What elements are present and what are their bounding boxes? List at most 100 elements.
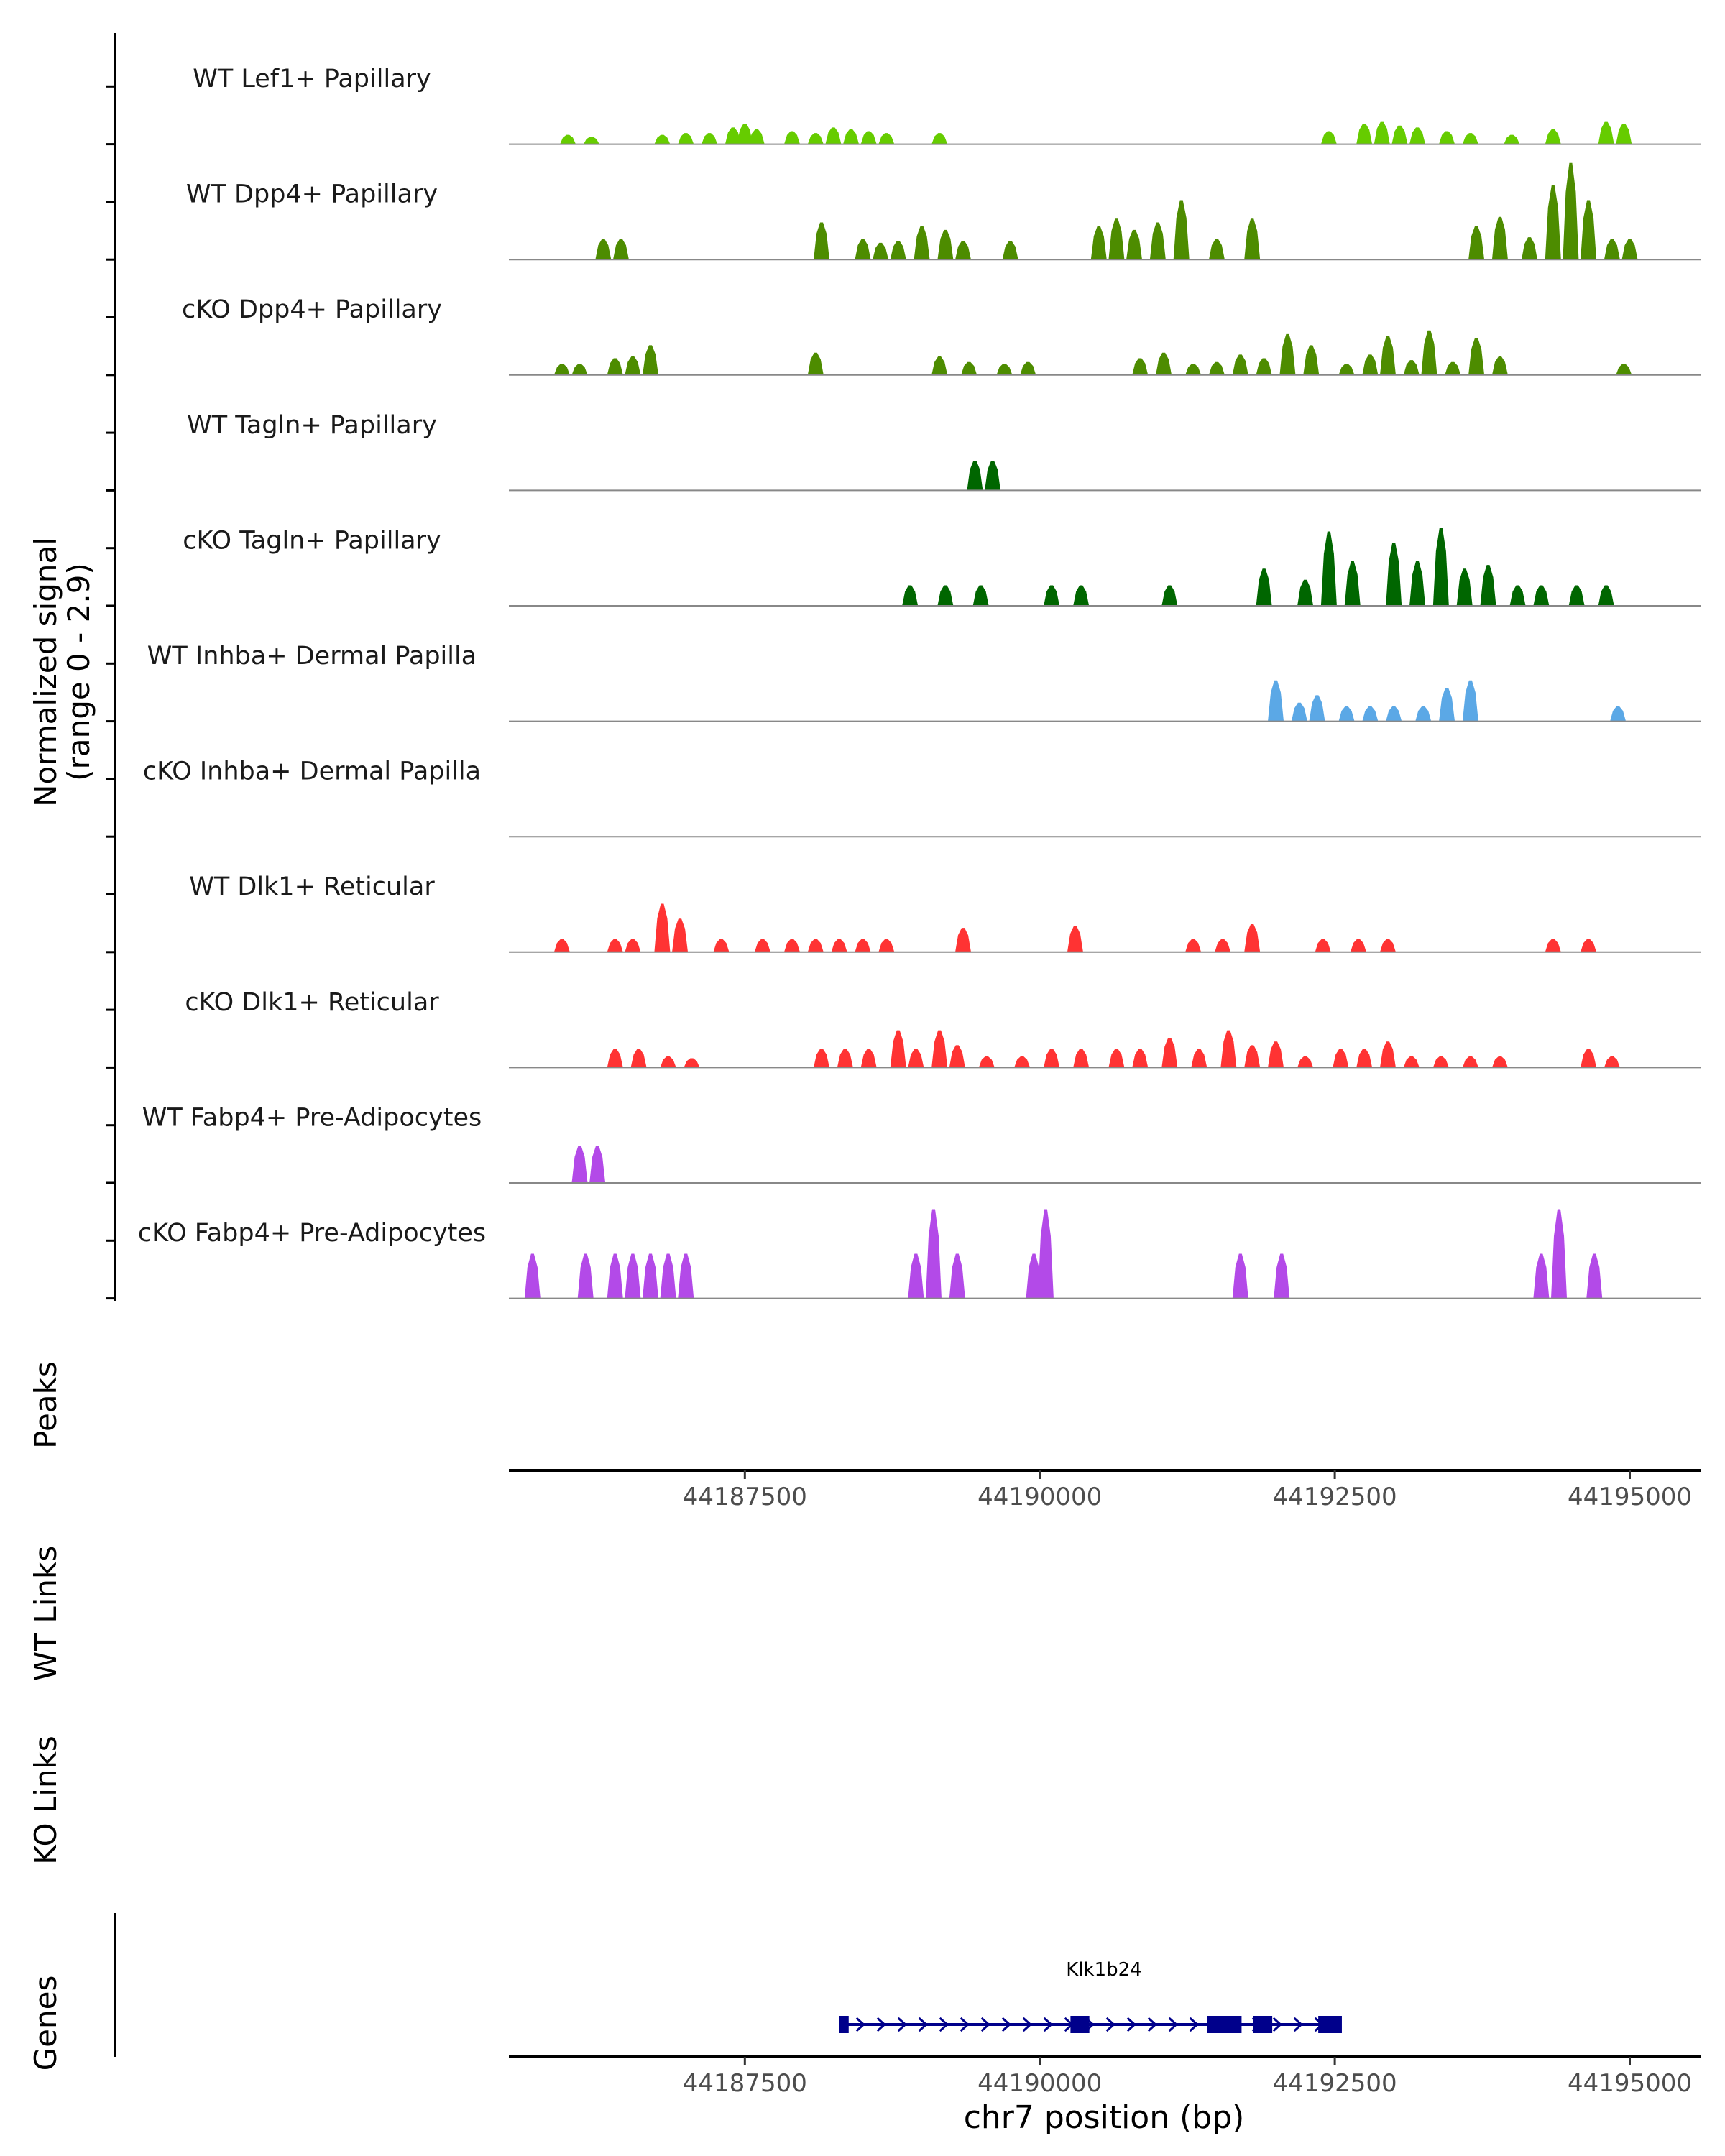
signal-peak (1215, 939, 1231, 952)
x-tick-label: 44187500 (683, 2069, 807, 2098)
signal-peak (1208, 239, 1225, 260)
track-cko-dpp4-papillary: cKO Dpp4+ Papillary (182, 295, 1701, 376)
signal-peak (589, 1146, 606, 1183)
signal-peak (1581, 1049, 1597, 1068)
signal-peak (932, 133, 948, 144)
signal-peak (754, 939, 770, 952)
x-tick-label: 44192500 (1273, 1483, 1397, 1511)
signal-peak (1598, 585, 1614, 606)
signal-peak (1356, 1049, 1373, 1068)
track-label: WT Fabp4+ Pre-Adipocytes (142, 1103, 482, 1132)
wt-links-panel-label: WT Links (28, 1546, 63, 1681)
signal-peak (1268, 1041, 1284, 1068)
track-label: WT Dpp4+ Papillary (186, 180, 438, 209)
signal-peak (878, 939, 895, 952)
signal-peak (1356, 124, 1373, 144)
track-wt-tagln-papillary: WT Tagln+ Papillary (187, 411, 1701, 492)
signal-peak (1403, 360, 1420, 375)
signal-peak (1581, 939, 1597, 952)
x-tick-label: 44195000 (1568, 2069, 1692, 2098)
signal-peak (1491, 356, 1508, 375)
signal-peak (1462, 680, 1478, 722)
strand-arrow (1147, 2017, 1157, 2032)
signal-peak (1421, 330, 1438, 375)
signal-peak (1244, 218, 1261, 260)
signal-peak (972, 585, 989, 606)
signal-peak (1149, 222, 1166, 260)
signal-peak (1020, 361, 1036, 375)
signal-peak (1002, 241, 1018, 260)
signal-peak (1232, 354, 1248, 375)
signal-peak (1568, 585, 1585, 606)
signal-peak (860, 131, 877, 144)
signal-peak (1604, 1056, 1620, 1068)
signal-peak (1208, 361, 1225, 375)
signal-peak (1545, 939, 1561, 952)
track-wt-fabp4-pre-adipocytes: WT Fabp4+ Pre-Adipocytes (142, 1103, 1701, 1184)
signal-peak (1403, 1056, 1420, 1068)
signal-peak (1409, 127, 1426, 144)
signal-peak (825, 127, 842, 144)
track-label: WT Inhba+ Dermal Papilla (147, 642, 477, 671)
signal-peak (985, 461, 1001, 491)
signal-peak (1044, 1049, 1060, 1068)
signal-peak (607, 939, 623, 952)
signal-peak (807, 133, 824, 144)
signal-peak (967, 461, 983, 491)
signal-peak (1338, 706, 1355, 722)
strand-arrow (1105, 2017, 1116, 2032)
signal-peak (978, 1056, 995, 1068)
signal-peak (607, 358, 623, 375)
coverage-tracks: WT Lef1+ Papillary WT Dpp4+ Papillary cKO … (138, 65, 1701, 1299)
signal-peak (672, 918, 689, 952)
signal-peak (961, 361, 978, 375)
signal-peak (1338, 364, 1355, 375)
signal-peak (1244, 1045, 1261, 1068)
signal-peak (1509, 585, 1526, 606)
strand-arrow (876, 2017, 886, 2032)
track-label: WT Lef1+ Papillary (193, 65, 431, 93)
genes-x-axis: 44187500 44190000 44192500 44195000 (683, 2057, 1692, 2098)
signal-peak (660, 1253, 676, 1299)
signal-peak (1491, 216, 1508, 260)
signal-peak (1491, 1056, 1508, 1068)
signal-peak (1379, 1041, 1396, 1068)
signal-peak (1026, 1253, 1042, 1299)
strand-arrow (897, 2017, 907, 2032)
signal-peak (684, 1058, 700, 1068)
track-label: cKO Inhba+ Dermal Papilla (143, 757, 481, 786)
peaks-panel-label: Peaks (28, 1361, 63, 1449)
signal-peak (1274, 1253, 1290, 1299)
signal-peak (654, 903, 671, 952)
signal-peak (1303, 345, 1320, 375)
signal-peak (642, 1253, 658, 1299)
signal-peak (1297, 579, 1314, 606)
signal-peak (1132, 1049, 1149, 1068)
signal-peak (1533, 1253, 1550, 1299)
signal-peak (1220, 1030, 1237, 1068)
signal-peak (1386, 706, 1402, 722)
signal-peak (1415, 706, 1432, 722)
strand-arrow (960, 2017, 970, 2032)
signal-peak (937, 229, 954, 260)
signal-peak (1350, 939, 1366, 952)
signal-peak (660, 1056, 676, 1068)
signal-peak (1291, 702, 1307, 722)
signal-peak (1067, 926, 1083, 952)
signal-peak (1244, 924, 1261, 952)
signal-peak (1320, 131, 1337, 144)
signal-peak (937, 585, 954, 606)
signal-peak (1090, 226, 1107, 260)
signal-peak (1480, 565, 1496, 606)
signal-peak (932, 356, 948, 375)
signal-peak (583, 137, 599, 144)
signal-peak (807, 352, 824, 375)
x-tick-label: 44190000 (978, 1483, 1102, 1511)
x-tick-label: 44187500 (683, 1483, 807, 1511)
signal-peak (1439, 688, 1455, 722)
strand-arrow (1272, 2017, 1282, 2032)
signal-peak (737, 124, 753, 144)
signal-peak (702, 133, 718, 144)
gene-exon (1253, 2016, 1273, 2033)
